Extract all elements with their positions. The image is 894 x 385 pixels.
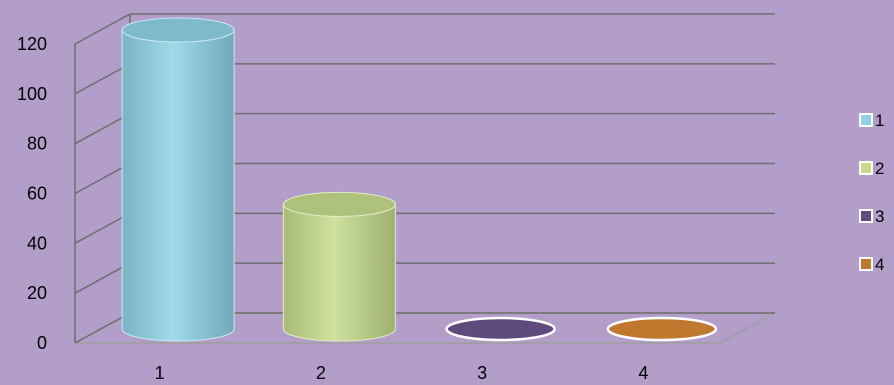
data-bars	[121, 17, 718, 342]
legend-label: 4	[875, 255, 884, 274]
side-gridline	[74, 262, 131, 294]
bar-top	[121, 17, 235, 43]
legend-label: 3	[875, 207, 884, 226]
side-gridline	[74, 113, 131, 145]
bar-cylinder-2	[282, 191, 396, 342]
x-tick-label: 4	[638, 363, 648, 383]
y-axis-ticks: 0 20 40 60 80 100 120	[17, 34, 47, 353]
x-axis-ticks: 1 2 3 4	[155, 363, 649, 383]
bar-body	[121, 29, 235, 342]
legend-item-2: 2	[859, 159, 884, 178]
x-tick-label: 1	[155, 363, 165, 383]
legend-label: 2	[875, 159, 884, 178]
y-tick-label: 0	[37, 333, 47, 353]
legend-swatch	[859, 257, 873, 271]
side-gridline	[74, 212, 131, 244]
bar-flat	[606, 316, 718, 342]
legend-swatch	[859, 161, 873, 175]
bar-cylinder-4	[606, 316, 718, 342]
side-gridline	[74, 13, 131, 45]
y-tick-label: 40	[27, 233, 47, 253]
x-tick-label: 3	[477, 363, 487, 383]
legend-label: 1	[875, 111, 884, 130]
bar-top	[282, 191, 396, 217]
side-gridline	[74, 162, 131, 195]
legend: 1 2 3 4	[859, 111, 884, 274]
bar-cylinder-3	[445, 316, 556, 342]
y-tick-label: 120	[17, 34, 47, 54]
x-tick-label: 2	[316, 363, 326, 383]
y-tick-label: 20	[27, 283, 47, 303]
legend-item-1: 1	[859, 111, 884, 130]
y-tick-label: 60	[27, 184, 47, 204]
legend-item-3: 3	[859, 207, 884, 226]
bar-flat	[445, 316, 556, 342]
bar-cylinder-1	[121, 17, 235, 342]
side-gridline	[74, 312, 131, 344]
y-tick-label: 100	[17, 84, 47, 104]
side-gridline	[74, 63, 131, 95]
legend-swatch	[859, 209, 873, 223]
gridlines	[74, 13, 775, 344]
legend-swatch	[859, 113, 873, 127]
bar-body	[282, 203, 396, 342]
legend-item-4: 4	[859, 255, 884, 274]
y-tick-label: 80	[27, 134, 47, 154]
